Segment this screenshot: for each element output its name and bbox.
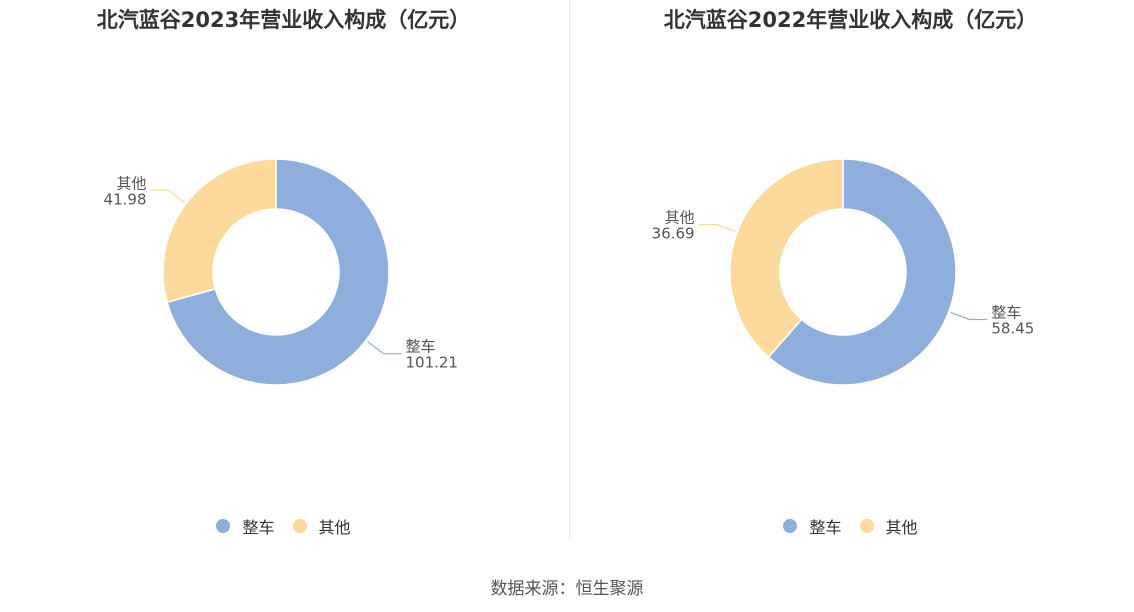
legend: 整车 其他 [0, 514, 567, 538]
leader-line [150, 189, 185, 203]
chart-title: 北汽蓝谷2023年营业收入构成（亿元） [96, 8, 471, 32]
chart-title: 北汽蓝谷2022年营业收入构成（亿元） [663, 8, 1038, 32]
slice-value: 58.45 [991, 319, 1034, 337]
legend-dot-vehicle [783, 519, 798, 533]
donut-slice-other[interactable] [162, 158, 277, 304]
legend-dot-other [859, 519, 874, 533]
legend: 整车 其他 [567, 514, 1134, 538]
slice-label: 其他 [665, 209, 695, 227]
legend-label: 其他 [318, 518, 351, 537]
leader-line [698, 223, 736, 233]
legend-dot-other [292, 519, 307, 533]
legend-label: 其他 [885, 518, 918, 537]
legend-item-vehicle[interactable]: 整车 [783, 514, 842, 538]
donut-slice-other[interactable] [729, 158, 844, 359]
legend-label: 整车 [242, 518, 275, 537]
slice-value: 36.69 [652, 225, 695, 243]
slice-label: 其他 [116, 174, 146, 192]
chart-panel-2022: 北汽蓝谷2022年营业收入构成（亿元） 整车 58.45 其他 36.69 整车 其他 [567, 0, 1134, 545]
legend-item-vehicle[interactable]: 整车 [216, 514, 275, 538]
legend-label: 整车 [809, 518, 842, 537]
legend-item-other[interactable]: 其他 [292, 514, 351, 538]
donut-slice-vehicle[interactable] [767, 158, 957, 386]
slice-value: 41.98 [104, 190, 147, 208]
leader-line [367, 341, 402, 355]
legend-dot-vehicle [216, 519, 231, 533]
donut-slice-vehicle[interactable] [166, 158, 390, 386]
slice-label: 整车 [405, 338, 435, 356]
legend-item-other[interactable]: 其他 [859, 514, 918, 538]
data-source: 数据来源：恒生聚源 [490, 579, 644, 599]
leader-line [950, 311, 988, 321]
panel-divider [569, 0, 570, 540]
slice-label: 整车 [991, 303, 1021, 321]
slice-value: 101.21 [405, 354, 458, 372]
chart-panel-2023: 北汽蓝谷2023年营业收入构成（亿元） 整车 101.21 其他 41.98 整车 其… [0, 0, 567, 545]
